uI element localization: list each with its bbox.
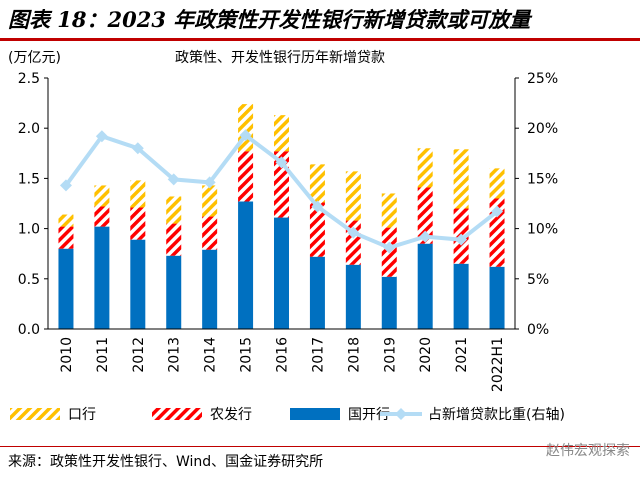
right-tick-label: 25% [527,71,558,87]
ratio-point [455,233,468,246]
legend-swatch-koushang [10,408,60,420]
header-divider [0,38,640,41]
ratio-point [239,129,252,142]
left-axis-unit: (万亿元) [8,50,61,66]
x-tick-label: 2018 [346,337,362,373]
source-divider [0,446,640,447]
bar-guokai [345,264,361,329]
legend-label: 农发行 [210,407,252,423]
bar-koushang [381,193,397,228]
left-tick-label: 2.0 [18,121,40,137]
source-note: 来源：政策性开发性银行、Wind、国金证券研究所 [8,454,324,470]
bar-koushang [417,148,433,188]
figure-title: 图表 18：2023 年政策性开发性银行新增贷款或可放量 [8,7,531,32]
x-tick-label: 2010 [59,337,75,373]
ratio-line-layer [59,129,504,254]
left-tick-label: 0.0 [18,322,40,338]
bar-nongfa [94,206,110,227]
x-tick-label: 2019 [382,337,398,373]
left-tick-label: 0.5 [18,272,40,288]
x-tick-label: 2012 [131,337,147,373]
ratio-point [347,226,360,239]
right-tick-label: 5% [527,272,549,288]
bar-guokai [274,217,289,329]
legend-swatch-nongfa [152,408,202,420]
bar-koushang [166,196,182,224]
bar-guokai [453,263,469,329]
bar-layer [58,104,505,329]
ratio-point [383,241,396,254]
bar-guokai [417,243,433,329]
chart: (万亿元) 政策性、开发性银行历年新增贷款 0.0 0.5 1.0 1.5 2.0 2.5… [8,49,565,423]
legend-label: 占新增贷款比重(右轴) [428,407,565,423]
ratio-point [311,200,324,213]
bar-guokai [94,226,110,329]
legend: 口行 农发行 国开行 占新增贷款比重(右轴) [10,407,565,423]
right-tick-label: 10% [527,222,558,238]
figure-header: 图表 18：2023 年政策性开发性银行新增贷款或可放量 [0,0,640,38]
legend-label: 口行 [68,407,96,423]
bar-nongfa [202,216,218,250]
right-tick-label: 15% [527,171,558,187]
bar-nongfa [309,202,325,257]
left-tick-label: 1.5 [18,171,40,187]
x-tick-label: 2022H1 [490,337,506,392]
bar-koushang [202,185,218,217]
bar-guokai [166,255,182,329]
ratio-point [491,205,504,218]
right-tick-label: 20% [527,121,558,137]
bar-nongfa [130,207,146,240]
bar-nongfa [166,223,182,256]
bar-koushang [453,149,469,209]
bar-guokai [130,239,146,329]
left-tick-label: 1.0 [18,222,40,238]
bar-koushang [130,180,146,208]
ratio-point [419,230,432,243]
left-tick-label: 2.5 [18,71,40,87]
x-tick-label: 2014 [203,337,219,373]
ratio-point [203,176,216,189]
x-tick-label: 2017 [310,337,326,373]
legend-swatch-guokai [290,408,340,420]
ratio-point [131,142,144,155]
ratio-point [167,173,180,186]
x-tick-label: 2020 [418,337,434,373]
watermark: 赵伟宏观探索 [546,443,630,459]
legend-marker-ratio [395,408,407,420]
axes: 0.0 0.5 1.0 1.5 2.0 2.5 0% 5% 10% 15% 20% 25% 2010 20… [18,71,558,392]
bar-guokai [381,276,397,329]
bar-guokai [309,256,325,329]
bar-koushang [58,214,74,227]
bar-guokai [58,248,74,329]
x-tick-label: 2013 [167,337,183,373]
bar-guokai [489,266,505,329]
ratio-point [275,156,288,169]
bar-nongfa [58,226,74,249]
bar-guokai [202,249,218,329]
x-tick-label: 2021 [454,337,470,373]
bar-koushang [345,171,361,221]
bar-koushang [274,115,289,152]
bar-nongfa [417,187,433,244]
x-tick-label: 2015 [239,337,255,373]
x-tick-label: 2011 [95,337,111,373]
bar-koushang [94,185,110,207]
bar-koushang [309,164,325,203]
ratio-point [95,130,108,143]
chart-title: 政策性、开发性银行历年新增贷款 [175,49,385,66]
bar-nongfa [238,151,254,202]
legend-label: 国开行 [348,407,390,423]
bar-guokai [238,201,254,329]
ratio-point [59,179,72,192]
x-tick-label: 2016 [275,337,291,373]
bar-koushang [489,168,505,199]
right-tick-label: 0% [527,322,549,338]
